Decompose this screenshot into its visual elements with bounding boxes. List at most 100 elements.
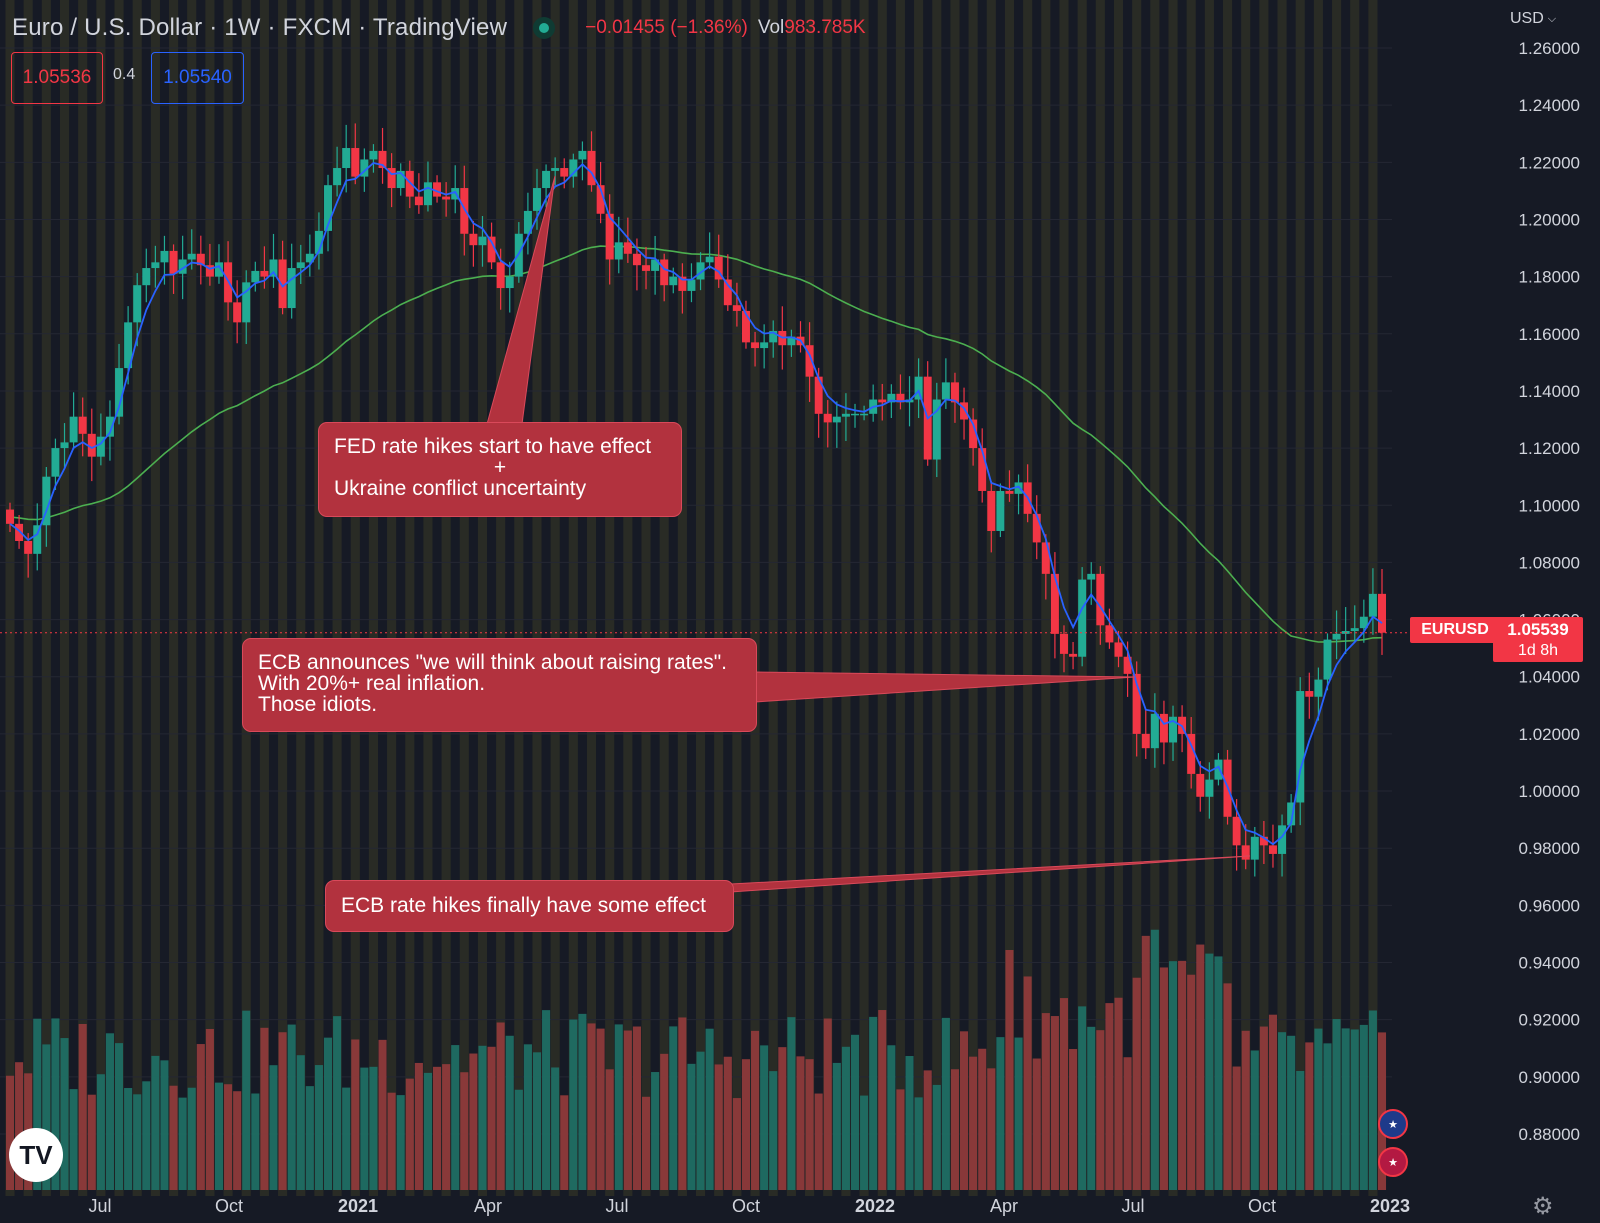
candle-body — [623, 242, 632, 254]
volume-bar — [1359, 1024, 1368, 1190]
candle-body — [542, 170, 551, 189]
candle-body — [914, 376, 923, 400]
volume-bar — [1078, 1006, 1087, 1190]
volume-bar — [578, 1013, 587, 1190]
candle-body — [142, 268, 151, 286]
volume-bar — [623, 1030, 632, 1190]
volume-bar — [760, 1045, 769, 1190]
market-status-icon[interactable] — [533, 17, 556, 39]
candle-body — [1305, 691, 1314, 697]
volume-bar — [433, 1066, 442, 1190]
volume-bar — [1368, 1010, 1377, 1190]
volume-bar — [614, 1024, 623, 1190]
candle-body — [478, 236, 487, 246]
volume-bar — [1069, 1049, 1078, 1190]
candle-body — [1314, 679, 1323, 697]
sell-button[interactable]: 1.05536 — [11, 52, 103, 104]
candle-body — [960, 402, 969, 420]
volume-bar — [1059, 998, 1069, 1190]
candle-body — [587, 150, 596, 186]
currency-label: USD — [1510, 10, 1544, 27]
session-band — [1332, 0, 1342, 1196]
session-band — [768, 0, 778, 1196]
volume-bar — [60, 1038, 69, 1190]
candle-body — [632, 253, 641, 266]
candle-body — [487, 236, 496, 263]
volume-bar — [787, 1017, 796, 1190]
volume-bar — [905, 1056, 914, 1190]
volume-bar — [269, 1065, 278, 1190]
candle-body — [405, 170, 414, 197]
session-band — [459, 0, 469, 1196]
volume-bar — [287, 1024, 296, 1190]
candle-body — [996, 490, 1005, 531]
symbol-title[interactable]: Euro / U.S. Dollar · 1W · FXCM · Trading… — [12, 14, 508, 41]
volume-bar — [914, 1097, 923, 1190]
eu-flag-icon[interactable]: ★ — [1378, 1109, 1408, 1139]
candle-body — [823, 413, 832, 423]
candle-body — [205, 265, 214, 277]
candle-body — [15, 523, 24, 541]
us-flag-icon[interactable]: ★ — [1378, 1147, 1408, 1177]
volume-bar — [124, 1088, 133, 1190]
volume-bar — [78, 1023, 87, 1190]
candle-body — [1169, 716, 1178, 743]
price-tick-label: 0.94000 — [1519, 954, 1580, 973]
session-band — [1350, 0, 1360, 1196]
candle-body — [1205, 779, 1214, 797]
volume-bar — [596, 1028, 605, 1190]
candle-body — [1041, 542, 1050, 574]
volume-bar — [932, 1084, 941, 1190]
candle-body — [6, 509, 14, 524]
callout-fed-hikes[interactable]: FED rate hikes start to have effect + Uk… — [318, 422, 682, 517]
session-band — [1150, 0, 1160, 1196]
candle-body — [1105, 625, 1114, 643]
candle-body — [814, 376, 823, 414]
session-band — [259, 0, 269, 1196]
ema-fast-layer — [9, 162, 1383, 846]
volume-bar — [1305, 1042, 1314, 1190]
callout-ecb-announce[interactable]: ECB announces "we will think about raisi… — [242, 638, 757, 732]
candle-body — [851, 413, 860, 416]
callout-line: ECB rate hikes finally have some effect — [341, 894, 706, 917]
session-band — [23, 0, 33, 1196]
session-band — [805, 0, 815, 1196]
volume-bar — [87, 1094, 96, 1190]
price-tick-label: 0.92000 — [1519, 1011, 1580, 1030]
volume-bar — [823, 1018, 832, 1190]
session-band — [659, 0, 669, 1196]
time-tick-label: 2023 — [1370, 1196, 1410, 1216]
volume-bar — [1114, 997, 1123, 1190]
volume-bar — [342, 1087, 351, 1190]
candle-body — [1259, 836, 1268, 846]
volume-bar — [832, 1062, 841, 1190]
volume-bar — [569, 1019, 578, 1190]
buy-button[interactable]: 1.05540 — [151, 52, 244, 104]
candle-body — [1332, 633, 1341, 640]
volume-bar — [1050, 1016, 1059, 1190]
time-axis[interactable]: Jul Oct 2021 Apr Jul Oct 2022 Apr Jul Oct 2023 — [88, 1196, 1410, 1216]
candle-body — [1296, 691, 1305, 803]
session-band — [205, 0, 215, 1196]
volume-bar — [1096, 1030, 1105, 1190]
session-band — [332, 0, 342, 1196]
volume-bar — [460, 1072, 469, 1190]
callout-ecb-effect[interactable]: ECB rate hikes finally have some effect — [325, 880, 734, 932]
volume-bar — [378, 1039, 387, 1190]
session-band — [514, 0, 524, 1196]
time-tick-label: Oct — [732, 1196, 760, 1216]
time-tick-label: Jul — [605, 1196, 628, 1216]
volume-bar — [469, 1053, 478, 1190]
price-axis[interactable]: 1.26000 1.24000 1.22000 1.20000 1.18000 1.160… — [1519, 39, 1580, 1144]
tradingview-logo-icon[interactable]: TV — [9, 1128, 63, 1182]
price-tick-label: 1.12000 — [1519, 439, 1580, 458]
price-tick-label: 1.00000 — [1519, 782, 1580, 801]
volume-bar — [1350, 1029, 1359, 1190]
candle-body — [333, 168, 342, 186]
session-band — [677, 0, 687, 1196]
candle-body — [1159, 713, 1168, 743]
gear-icon[interactable]: ⚙ — [1532, 1193, 1554, 1220]
volume-bar — [1023, 976, 1032, 1190]
currency-selector[interactable]: USD ⌵ — [1510, 10, 1556, 28]
